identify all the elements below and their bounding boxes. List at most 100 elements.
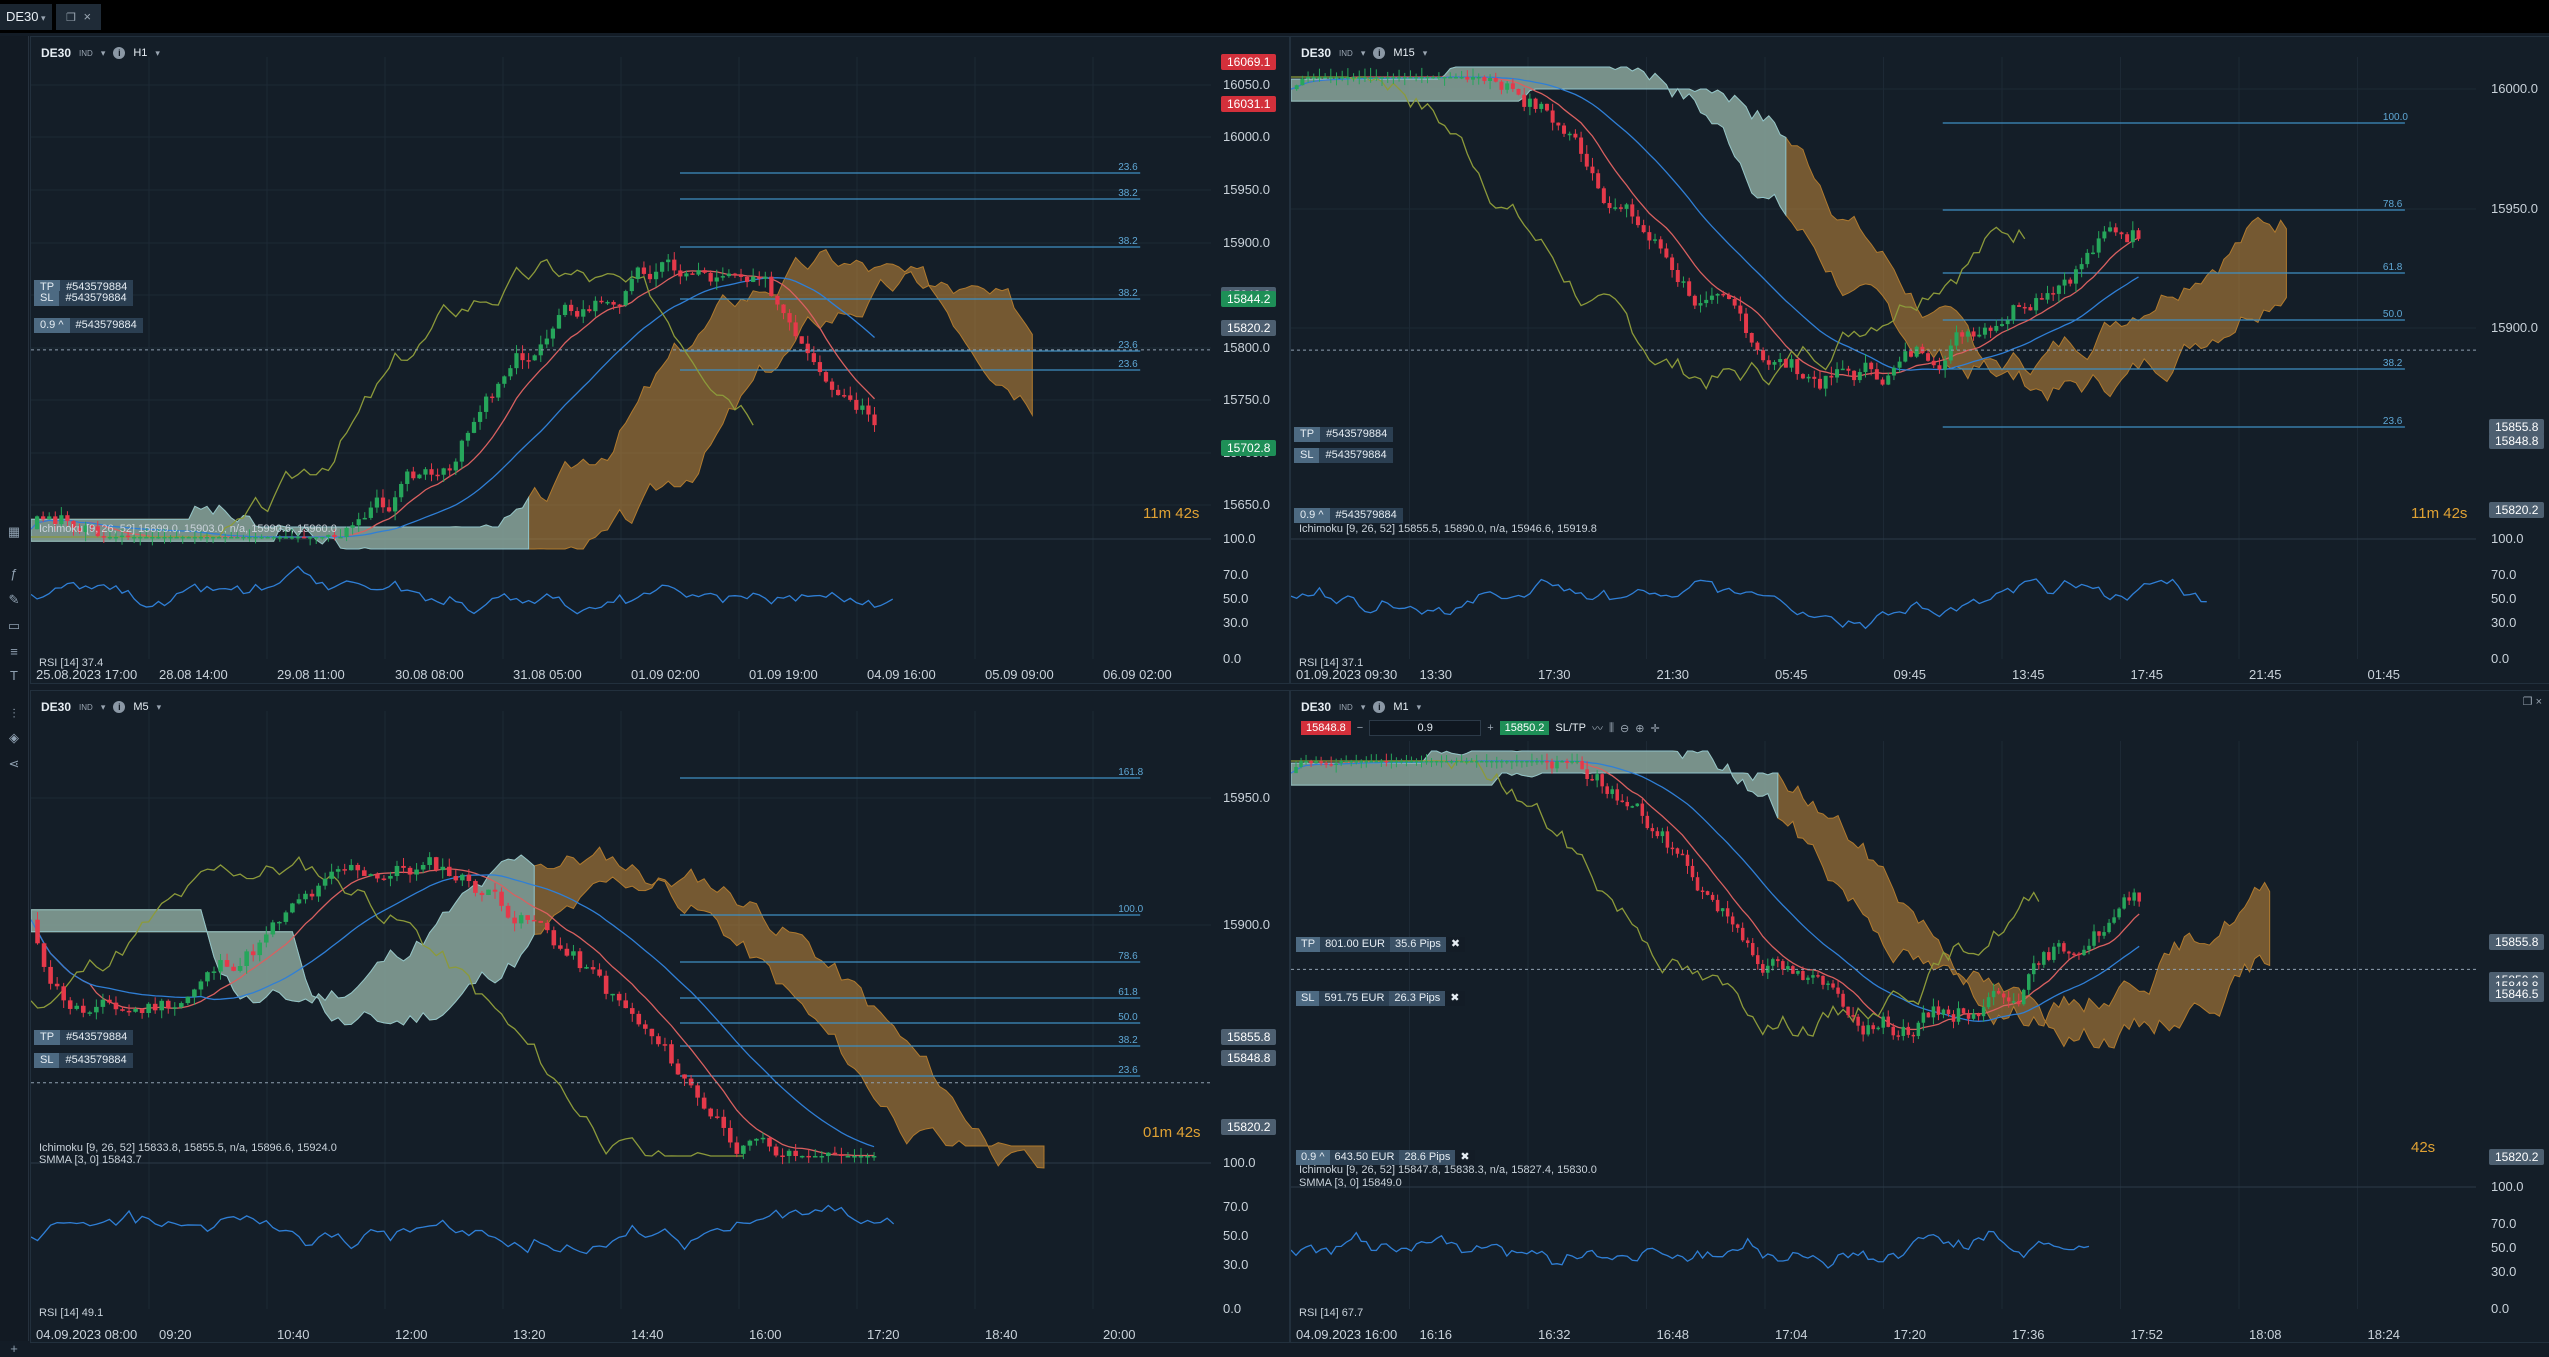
indicator-list-icon[interactable]: ≡ bbox=[10, 644, 18, 659]
candle-body bbox=[1323, 77, 1328, 79]
price-chart[interactable]: 161.8 100.0 78.6 61.8 50.0 38.2 23.6 bbox=[31, 691, 1289, 1342]
order-tag[interactable]: SL #543579884 bbox=[34, 1053, 133, 1068]
crosshair-icon[interactable]: ✛ bbox=[1650, 722, 1660, 735]
rsi-legend[interactable]: RSI [14] 37.1 bbox=[1299, 657, 1364, 669]
chevron-down-icon[interactable]: ▾ bbox=[1422, 47, 1428, 58]
order-tag[interactable]: SL #543579884 bbox=[1294, 448, 1393, 463]
close-icon[interactable]: × bbox=[2535, 696, 2542, 708]
rsi-legend[interactable]: RSI [14] 49.1 bbox=[39, 1307, 104, 1319]
sell-button[interactable]: 15848.8 bbox=[1301, 721, 1351, 735]
timeframe-selector[interactable]: M5 bbox=[133, 701, 149, 713]
symbol-label[interactable]: DE30 bbox=[1301, 46, 1332, 60]
smma-legend[interactable]: SMMA [3, 0] 15843.7 bbox=[39, 1154, 142, 1166]
chevron-down-icon[interactable]: ▾ bbox=[156, 701, 162, 712]
candle-body bbox=[817, 362, 823, 373]
row-amount: 643.50 EUR bbox=[1329, 1150, 1400, 1165]
workspace-tab-label: DE30 bbox=[6, 9, 39, 24]
info-icon[interactable]: i bbox=[113, 47, 126, 59]
symbol-label[interactable]: DE30 bbox=[1301, 700, 1332, 714]
plus-icon[interactable]: + bbox=[1487, 722, 1494, 734]
workspace-tab[interactable]: DE30 ▾ bbox=[0, 4, 52, 30]
pencil-icon[interactable]: ✎ bbox=[8, 592, 20, 607]
minus-icon[interactable]: − bbox=[1356, 722, 1364, 734]
tenkan-line bbox=[31, 868, 875, 1157]
order-tag[interactable]: TP #543579884 bbox=[34, 1030, 134, 1045]
ichimoku-legend[interactable]: Ichimoku [9, 26, 52] 15847.8, 15838.3, n… bbox=[1299, 1164, 1597, 1176]
sliders-icon[interactable]: ⫶ bbox=[12, 706, 16, 721]
chevron-down-icon[interactable]: ▾ bbox=[100, 47, 106, 58]
stop-loss-row[interactable]: SL 591.75 EUR 26.3 Pips ✖ bbox=[1296, 991, 1465, 1006]
smma-legend[interactable]: SMMA [3, 0] 15849.0 bbox=[1299, 1177, 1402, 1189]
ichimoku-legend[interactable]: Ichimoku [9, 26, 52] 15899.0, 15903.0, n… bbox=[39, 523, 337, 535]
order-tag[interactable]: SL #543579884 bbox=[34, 291, 133, 306]
candle-body bbox=[1596, 173, 1601, 189]
layout-tab[interactable]: ❐ × bbox=[56, 4, 102, 30]
function-icon[interactable]: ƒ bbox=[10, 566, 18, 581]
price-chart[interactable] bbox=[1291, 691, 2549, 1342]
candle-body bbox=[374, 497, 380, 508]
ichimoku-legend[interactable]: Ichimoku [9, 26, 52] 15855.5, 15890.0, n… bbox=[1299, 523, 1597, 535]
chevron-down-icon[interactable]: ▾ bbox=[100, 701, 106, 712]
info-icon[interactable]: i bbox=[113, 701, 126, 713]
chart-panel-h1[interactable]: DE30 IND ▾ i H1 ▾ 23.6 38.2 38.2 38.2 23.6 23… bbox=[30, 36, 1290, 684]
text-icon[interactable]: T bbox=[10, 668, 18, 683]
restore-icon[interactable]: ❐ bbox=[66, 12, 76, 24]
volume-input[interactable]: 0.9 bbox=[1369, 720, 1482, 736]
position-row[interactable]: 0.9 ^ 643.50 EUR 28.6 Pips ✖ bbox=[1296, 1150, 1475, 1165]
chevron-down-icon[interactable]: ▾ bbox=[1416, 701, 1422, 712]
candle-body bbox=[1931, 360, 1936, 366]
zoom-in-icon[interactable]: ⊕ bbox=[1635, 722, 1645, 735]
candle-body bbox=[486, 889, 491, 896]
candle-body bbox=[277, 921, 282, 924]
rectangle-icon[interactable]: ▭ bbox=[7, 618, 21, 633]
buy-button[interactable]: 15850.2 bbox=[1499, 721, 1550, 735]
take-profit-row[interactable]: TP 801.00 EUR 35.6 Pips ✖ bbox=[1296, 937, 1466, 952]
info-icon[interactable]: i bbox=[1373, 47, 1386, 59]
price-chart[interactable]: 100.0 78.6 61.8 50.0 38.2 23.6 bbox=[1291, 37, 2549, 683]
line-chart-icon[interactable]: 〰 bbox=[1591, 723, 1603, 735]
rsi-legend[interactable]: RSI [14] 37.4 bbox=[39, 657, 104, 669]
grid-icon[interactable]: ▦ bbox=[7, 524, 21, 539]
price-tag: 15844.2 bbox=[1221, 291, 1277, 307]
close-icon[interactable]: ✖ bbox=[1445, 991, 1465, 1006]
share-icon[interactable]: ⋖ bbox=[8, 756, 20, 771]
candle-body bbox=[1781, 961, 1785, 970]
candle-body bbox=[1791, 966, 1795, 974]
timeframe-selector[interactable]: H1 bbox=[133, 47, 148, 59]
close-icon[interactable]: × bbox=[83, 9, 92, 24]
candle-body bbox=[1755, 955, 1760, 965]
candle-body bbox=[1530, 761, 1534, 763]
price-chart[interactable]: 23.6 38.2 38.2 38.2 23.6 23.6 bbox=[31, 37, 1289, 683]
chevron-down-icon[interactable]: ▾ bbox=[1360, 701, 1366, 712]
restore-icon[interactable]: ❐ bbox=[2522, 696, 2533, 708]
candle-body bbox=[283, 912, 289, 922]
symbol-label[interactable]: DE30 bbox=[41, 46, 72, 60]
close-icon[interactable]: ✖ bbox=[1455, 1150, 1475, 1165]
info-icon[interactable]: i bbox=[1373, 701, 1386, 713]
order-tag[interactable]: 0.9 ^ #543579884 bbox=[1294, 508, 1403, 523]
candle-body bbox=[1886, 375, 1891, 385]
chevron-down-icon[interactable]: ▾ bbox=[155, 47, 160, 58]
add-icon[interactable]: + bbox=[10, 1341, 18, 1356]
chart-panel-m1[interactable]: DE30 IND ▾ i M1 ▾ 15848.8 − 0.9 + 15850.… bbox=[1290, 690, 2549, 1343]
order-tag[interactable]: TP #543579884 bbox=[1294, 427, 1394, 442]
candle-body bbox=[1469, 761, 1474, 763]
chart-panel-m15[interactable]: DE30 IND ▾ i M15 ▾ 100.0 78.6 61.8 50.0 38.2… bbox=[1290, 36, 2549, 684]
order-tag[interactable]: 0.9 ^ #543579884 bbox=[34, 318, 143, 333]
ichimoku-legend[interactable]: Ichimoku [9, 26, 52] 15833.8, 15855.5, n… bbox=[39, 1142, 337, 1154]
chevron-down-icon[interactable]: ▾ bbox=[1360, 47, 1366, 58]
candles-icon[interactable]: ⫼ bbox=[1608, 721, 1615, 734]
candle-body bbox=[1465, 77, 1470, 80]
layers-icon[interactable]: ◈ bbox=[9, 730, 19, 745]
candle-body bbox=[1891, 367, 1896, 376]
candle-body bbox=[119, 535, 125, 538]
rsi-legend[interactable]: RSI [14] 67.7 bbox=[1299, 1307, 1364, 1319]
rsi-axis-label: 100.0 bbox=[2491, 531, 2524, 546]
zoom-out-icon[interactable]: ⊖ bbox=[1620, 722, 1630, 735]
close-icon[interactable]: ✖ bbox=[1445, 937, 1466, 952]
timeframe-selector[interactable]: M1 bbox=[1393, 701, 1409, 713]
sltp-button[interactable]: SL/TP bbox=[1555, 722, 1586, 734]
chart-panel-m5[interactable]: DE30 IND ▾ i M5 ▾ 161.8 100.0 78.6 61.8 50.0… bbox=[30, 690, 1290, 1343]
timeframe-selector[interactable]: M15 bbox=[1393, 47, 1415, 59]
symbol-label[interactable]: DE30 bbox=[41, 700, 72, 714]
